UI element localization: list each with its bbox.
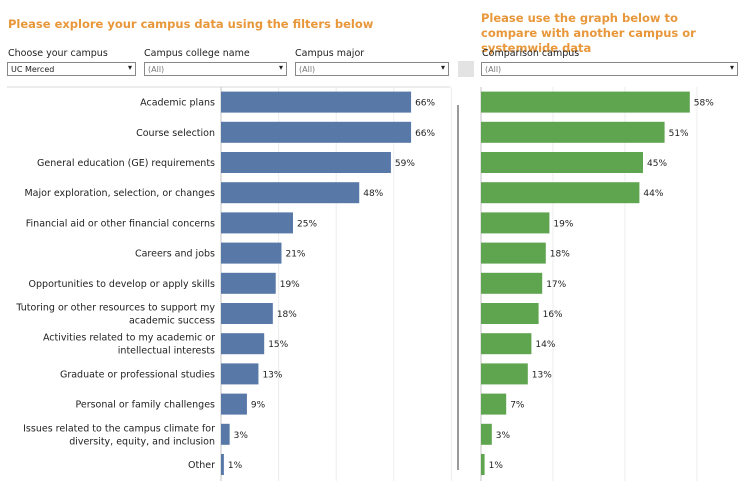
left-bar bbox=[221, 423, 230, 445]
right-bar bbox=[481, 303, 539, 324]
left-bar bbox=[221, 393, 247, 415]
left-bar bbox=[221, 91, 412, 113]
category-label: diversity, equity, and inclusion bbox=[69, 436, 215, 447]
right-value-label: 17% bbox=[546, 280, 566, 290]
left-bar bbox=[221, 272, 276, 294]
left-value-label: 59% bbox=[395, 159, 415, 169]
right-value-label: 3% bbox=[496, 431, 511, 441]
right-bar bbox=[481, 333, 532, 355]
category-label: General education (GE) requirements bbox=[37, 158, 215, 169]
left-bar bbox=[221, 454, 224, 475]
right-bar bbox=[481, 454, 485, 475]
left-bar bbox=[221, 333, 265, 355]
category-label: Financial aid or other financial concern… bbox=[26, 218, 215, 229]
right-value-label: 45% bbox=[647, 159, 667, 169]
category-label: Tutoring or other resources to support m… bbox=[15, 303, 215, 314]
dropdown-arrow-icon: ▾ bbox=[729, 63, 734, 72]
right-bar bbox=[481, 272, 543, 294]
category-label: Other bbox=[188, 460, 215, 471]
left-panel-heading: Please explore your campus data using th… bbox=[8, 17, 374, 31]
comparison-select-value: (All) bbox=[485, 65, 502, 74]
right-value-label: 19% bbox=[553, 219, 573, 229]
right-bar bbox=[481, 212, 550, 234]
campus-select-value: UC Merced bbox=[11, 65, 55, 74]
left-value-label: 25% bbox=[297, 219, 317, 229]
right-value-label: 58% bbox=[694, 99, 714, 109]
left-value-label: 19% bbox=[280, 280, 300, 290]
category-label: Course selection bbox=[136, 128, 215, 139]
left-value-label: 1% bbox=[228, 461, 243, 471]
left-bar bbox=[221, 121, 412, 143]
major-select-value: (All) bbox=[299, 65, 316, 74]
left-value-label: 66% bbox=[415, 99, 435, 109]
campus-select[interactable]: UC Merced ▾ bbox=[7, 62, 136, 76]
category-label: Personal or family challenges bbox=[75, 400, 215, 411]
category-label: Opportunities to develop or apply skills bbox=[29, 279, 216, 290]
right-bar bbox=[481, 393, 507, 415]
right-value-label: 51% bbox=[669, 129, 689, 139]
right-panel-heading: Please use the graph below to compare wi… bbox=[481, 11, 696, 55]
comparison-select[interactable]: (All) ▾ bbox=[481, 62, 738, 76]
right-bar bbox=[481, 152, 643, 173]
right-bar bbox=[481, 91, 690, 113]
right-value-label: 44% bbox=[643, 189, 663, 199]
category-label: Activities related to my academic or bbox=[43, 333, 215, 344]
left-bar bbox=[221, 212, 293, 234]
right-value-label: 7% bbox=[510, 401, 525, 411]
college-filter-label: Campus college name bbox=[144, 48, 250, 59]
major-select[interactable]: (All) ▾ bbox=[295, 62, 449, 76]
left-value-label: 66% bbox=[415, 129, 435, 139]
placeholder-box bbox=[458, 61, 474, 77]
left-bar bbox=[221, 303, 273, 324]
left-bar bbox=[221, 242, 282, 264]
category-label: Academic plans bbox=[140, 98, 215, 109]
category-label: intellectual interests bbox=[118, 346, 215, 357]
right-bar bbox=[481, 242, 546, 264]
left-value-label: 9% bbox=[251, 401, 266, 411]
left-value-label: 48% bbox=[363, 189, 383, 199]
right-value-label: 1% bbox=[489, 461, 504, 471]
college-select[interactable]: (All) ▾ bbox=[144, 62, 287, 76]
right-bar bbox=[481, 182, 640, 204]
category-label: Careers and jobs bbox=[135, 249, 215, 260]
right-bar bbox=[481, 363, 528, 385]
major-filter-label: Campus major bbox=[295, 48, 365, 59]
right-bar bbox=[481, 423, 492, 445]
left-bar bbox=[221, 152, 391, 173]
right-value-label: 16% bbox=[543, 310, 563, 320]
right-value-label: 14% bbox=[535, 340, 555, 350]
left-value-label: 13% bbox=[262, 370, 282, 380]
category-label: academic success bbox=[129, 316, 215, 327]
left-value-label: 15% bbox=[268, 340, 288, 350]
comparison-filter-label: Comparison campus bbox=[482, 48, 580, 59]
dropdown-arrow-icon: ▾ bbox=[440, 63, 445, 72]
right-bar bbox=[481, 121, 665, 143]
category-label: Issues related to the campus climate for bbox=[23, 423, 215, 434]
dropdown-arrow-icon: ▾ bbox=[278, 63, 283, 72]
right-value-label: 13% bbox=[532, 370, 552, 380]
campus-filter-label: Choose your campus bbox=[8, 48, 108, 59]
category-label: Major exploration, selection, or changes bbox=[24, 188, 215, 199]
category-label: Graduate or professional studies bbox=[60, 369, 215, 380]
college-select-value: (All) bbox=[148, 65, 165, 74]
dropdown-arrow-icon: ▾ bbox=[127, 63, 132, 72]
right-value-label: 18% bbox=[550, 250, 570, 260]
left-value-label: 21% bbox=[285, 250, 305, 260]
left-value-label: 3% bbox=[234, 431, 249, 441]
left-bar bbox=[221, 363, 259, 385]
left-value-label: 18% bbox=[277, 310, 297, 320]
left-bar bbox=[221, 182, 360, 204]
